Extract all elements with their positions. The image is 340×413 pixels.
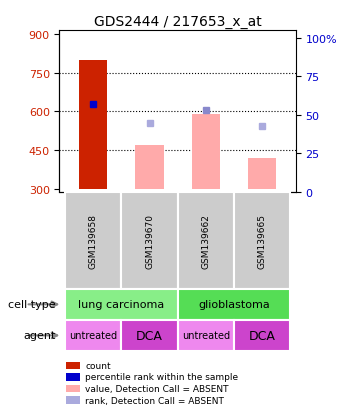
Text: untreated: untreated (182, 330, 230, 341)
Text: count: count (85, 361, 110, 370)
Bar (177, 192, 234, 289)
Bar (234, 192, 290, 289)
Bar (177, 320, 234, 351)
Text: GSM139662: GSM139662 (201, 213, 210, 268)
Bar (79, 61, 107, 190)
Bar (192, 115, 220, 190)
Bar (135, 146, 164, 190)
Text: GSM139670: GSM139670 (145, 213, 154, 268)
Text: value, Detection Call = ABSENT: value, Detection Call = ABSENT (85, 384, 228, 393)
Text: DCA: DCA (249, 329, 275, 342)
Text: GSM139658: GSM139658 (89, 213, 98, 268)
Text: percentile rank within the sample: percentile rank within the sample (85, 373, 238, 382)
Bar (65, 192, 121, 289)
Bar (177, 289, 290, 320)
Text: rank, Detection Call = ABSENT: rank, Detection Call = ABSENT (85, 396, 224, 405)
Bar (121, 320, 177, 351)
Text: cell type: cell type (8, 299, 56, 310)
Bar (234, 320, 290, 351)
Bar (121, 192, 177, 289)
Text: untreated: untreated (69, 330, 117, 341)
Text: glioblastoma: glioblastoma (198, 299, 270, 310)
Text: DCA: DCA (136, 329, 163, 342)
Text: lung carcinoma: lung carcinoma (78, 299, 165, 310)
Bar (65, 320, 121, 351)
Bar (65, 289, 177, 320)
Text: agent: agent (24, 330, 56, 341)
Text: GSM139665: GSM139665 (257, 213, 267, 268)
Title: GDS2444 / 217653_x_at: GDS2444 / 217653_x_at (94, 14, 261, 28)
Bar (248, 159, 276, 190)
